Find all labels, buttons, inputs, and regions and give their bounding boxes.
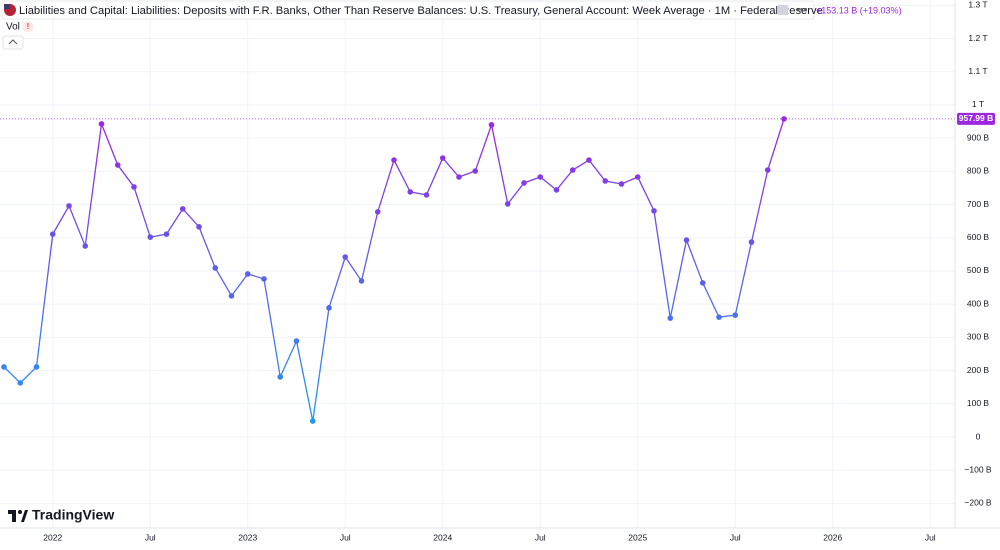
data-point [358, 278, 365, 284]
data-point [748, 239, 755, 245]
data-point [309, 418, 316, 424]
data-point [228, 293, 235, 299]
data-point [521, 180, 527, 186]
x-tick-label: Jul [925, 532, 936, 542]
data-point [391, 157, 397, 163]
brand-mark [21, 510, 28, 522]
y-tick-label: 1 T [972, 99, 984, 109]
legend-box [1, 0, 815, 20]
x-tick-label: 2024 [433, 532, 452, 542]
data-point [261, 276, 267, 282]
y-tick-label: 1.2 T [968, 33, 987, 43]
volume-warning[interactable] [22, 21, 34, 33]
x-tick-label: Jul [730, 532, 741, 542]
y-tick-label: 400 B [967, 298, 990, 308]
data-point [66, 203, 72, 209]
data-point [618, 181, 625, 187]
data-point [683, 237, 690, 243]
data-point [326, 305, 332, 311]
brand-mark [12, 510, 16, 522]
y-tick-label: 300 B [967, 332, 990, 342]
data-point [456, 174, 462, 180]
y-tick-label: 1.1 T [968, 66, 987, 76]
data-point [651, 208, 657, 214]
data-point [196, 224, 202, 230]
data-point [423, 192, 430, 198]
data-point [277, 374, 284, 380]
data-point [553, 187, 560, 193]
y-tick-label: 500 B [967, 265, 990, 275]
data-point [699, 280, 706, 286]
data-point [764, 167, 771, 173]
data-point [342, 254, 349, 260]
more-button[interactable]: ••• [796, 4, 808, 16]
x-tick-label: Jul [145, 532, 156, 542]
data-point [17, 380, 24, 386]
data-point [33, 364, 40, 370]
brand-mark [18, 510, 22, 514]
data-point [131, 184, 137, 190]
series-line [3, 118, 785, 422]
brand-name: TradingView [32, 507, 114, 523]
change-label: +153.13 B (+19.03%) [816, 5, 902, 15]
data-point [537, 174, 544, 180]
brand-logo: TradingView [8, 507, 114, 523]
data-point [293, 338, 300, 344]
data-point [1, 364, 7, 370]
x-tick-label: 2025 [628, 532, 647, 542]
data-point [147, 234, 154, 240]
data-point [407, 189, 414, 195]
data-point [163, 231, 170, 237]
y-tick-label: 1.3 T [968, 0, 987, 10]
plot-grid [0, 0, 955, 528]
data-point [98, 121, 105, 127]
data-point [374, 209, 381, 215]
data-point [472, 168, 479, 174]
data-point [82, 243, 89, 249]
data-point [586, 157, 592, 163]
data-point [504, 201, 511, 207]
x-tick-label: 2022 [43, 532, 62, 542]
x-tick-label: 2026 [823, 532, 842, 542]
series-layer [0, 116, 955, 424]
y-tick-label: −200 B [964, 498, 992, 508]
x-tick-label: 2023 [238, 532, 257, 542]
logo-icon [778, 5, 788, 15]
collapse-icon [8, 39, 18, 45]
data-point [49, 231, 56, 237]
y-tick-label: 100 B [967, 398, 990, 408]
y-tick-label: −100 B [964, 464, 992, 474]
data-point [439, 155, 446, 161]
data-point [244, 271, 251, 277]
x-tick-label: Jul [535, 532, 546, 542]
y-tick-label: 900 B [967, 132, 990, 142]
y-tick-label: 800 B [967, 166, 990, 176]
data-point [212, 265, 219, 271]
y-tick-label: 0 [976, 431, 981, 441]
data-point [634, 174, 641, 180]
y-tick-label: 600 B [967, 232, 990, 242]
last-value-label: 957.99 B [959, 113, 994, 123]
data-point [114, 162, 121, 168]
volume-warning-mark: ! [27, 22, 30, 31]
data-point [488, 122, 495, 128]
x-tick-label: Jul [340, 532, 351, 542]
collapse-button[interactable] [2, 35, 24, 50]
y-tick-label: 700 B [967, 199, 990, 209]
data-point [569, 167, 576, 173]
y-tick-label: 200 B [967, 365, 990, 375]
flag-canton [4, 4, 10, 9]
data-point [716, 314, 722, 320]
data-point [667, 315, 674, 321]
data-point [179, 206, 186, 212]
chart-title: Liabilities and Capital: Liabilities: De… [19, 5, 823, 17]
data-point [732, 312, 739, 318]
data-point [602, 178, 609, 184]
last-value-badge [957, 112, 995, 125]
volume-label: Vol [6, 22, 20, 33]
